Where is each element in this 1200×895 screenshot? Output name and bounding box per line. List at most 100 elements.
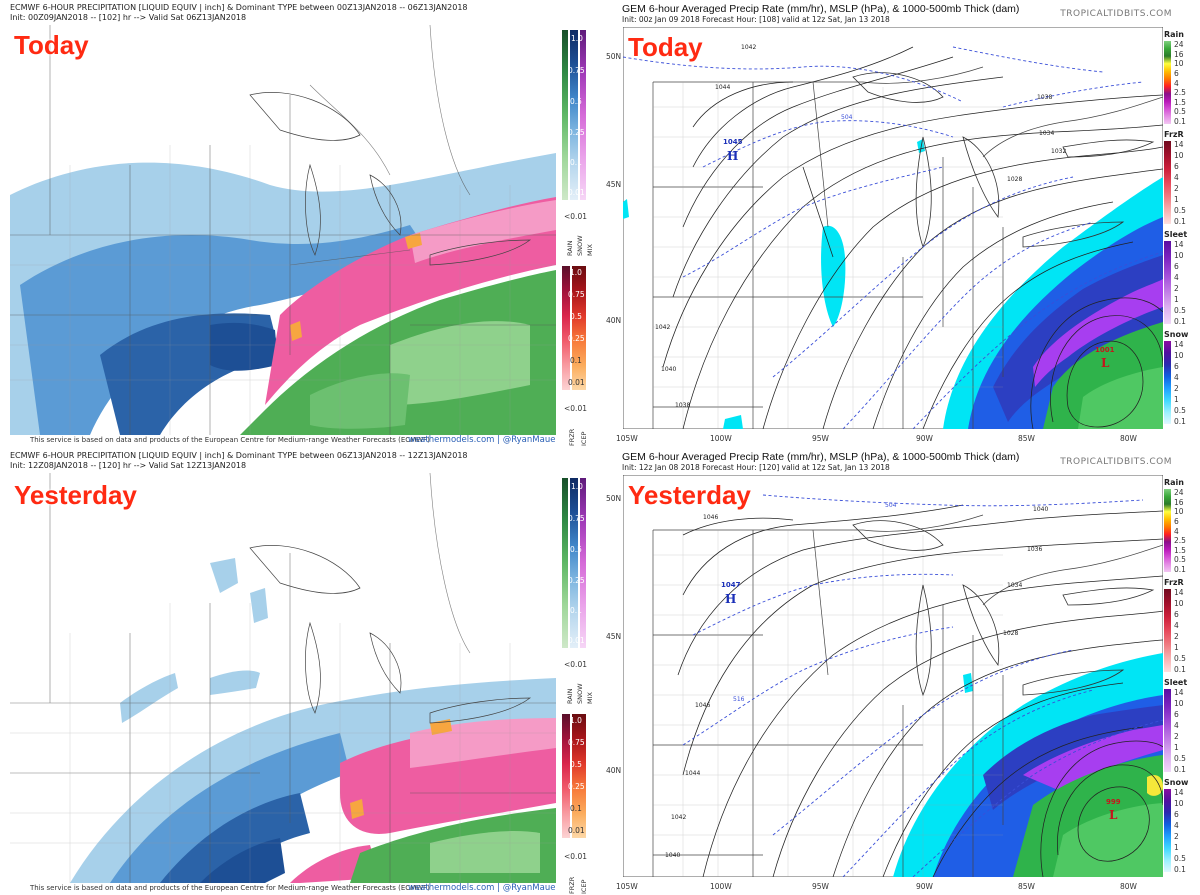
colorbar-tick: 2 [1174,184,1179,193]
gem-title: GEM 6-hour Averaged Precip Rate (mm/hr),… [622,3,1020,15]
isobar-label: 1036 [1027,546,1042,553]
lon-label: 95W [812,882,829,891]
ecmwf-ice-tick: 0.5 [570,312,582,321]
ecmwf-type-snow: SNOW [576,683,584,704]
ecmwf-tick: 0.25 [568,128,585,137]
colorbar-tick: 0.5 [1174,854,1186,863]
ecmwf-header-title: ECMWF 6-HOUR PRECIPITATION [LIQUID EQUIV… [10,3,468,12]
colorbar-tick: 6 [1174,68,1179,78]
ecmwf-type-rain: RAIN [566,240,574,256]
thickness-label: 504 [885,502,897,509]
isobar-label: 1032 [1051,148,1066,155]
colorbar-tick: 2.5 [1174,88,1186,98]
low-pressure-marker: L [1109,808,1118,822]
colorbar-tick: 1.5 [1174,97,1186,107]
ecmwf-precip-map [10,25,556,435]
colorbar-tick: 1 [1174,643,1179,652]
ecmwf-frzr-ramp [562,266,570,390]
colorbar-tick: 1.5 [1174,545,1186,555]
colorbar-ramp-snow [1164,341,1171,424]
ecmwf-type-frzr: FRZR [568,428,576,446]
isobar-label: 1034 [1007,582,1022,589]
low-pressure-marker: L [1101,356,1110,370]
gem-title: GEM 6-hour Averaged Precip Rate (mm/hr),… [622,451,1020,463]
low-pressure-value: 1001 [1095,346,1115,354]
lon-label: 80W [1120,882,1137,891]
ecmwf-type-icep: ICEP [580,879,588,894]
ecmwf-mix-ramp [580,478,586,648]
colorbar-tick: 6 [1174,710,1179,719]
isobar-label: 1040 [665,852,680,859]
colorbar-group-title: Snow [1164,778,1189,787]
lon-label: 95W [812,434,829,443]
colorbar-tick: 2 [1174,384,1179,393]
ecmwf-tick: 0.75 [568,514,585,523]
ecmwf-ice-tick: 0.01 [568,826,585,835]
ecmwf-type-snow: SNOW [576,235,584,256]
colorbar-tick: 6 [1174,610,1179,619]
colorbar-ramp-rain [1164,489,1171,572]
ecmwf-tick: 0.75 [568,66,585,75]
isobar-label: 1040 [661,366,676,373]
colorbar-tick: 10 [1174,799,1184,808]
ecmwf-icep-ramp [572,714,586,838]
gem-precip-map: 1046 1040 1036 1034 1028 1046 1044 1042 … [623,475,1163,877]
ecmwf-footer-brand[interactable]: weathermodels.com | @RyanMaue [408,435,556,445]
colorbar-tick: 6 [1174,362,1179,371]
gem-brand: TROPICALTIDBITS.COM [1060,9,1172,19]
colorbar-tick: 1 [1174,843,1179,852]
gem-yesterday-panel: GEM 6-hour Averaged Precip Rate (mm/hr),… [600,448,1200,895]
ecmwf-tick: 1.0 [571,34,583,43]
colorbar-tick: 0.1 [1174,765,1186,774]
ecmwf-lt-label: <0.01 [564,660,587,669]
lat-label: 45N [606,180,622,189]
ecmwf-lt-label: <0.01 [564,212,587,221]
ecmwf-type-rain: RAIN [566,688,574,704]
colorbar-tick: 2 [1174,732,1179,741]
colorbar-ramp-rain [1164,41,1171,124]
ecmwf-mix-ramp [580,30,586,200]
isobar-label: 1042 [655,324,670,331]
colorbar-tick: 2 [1174,284,1179,293]
colorbar-group-title: Sleet [1164,230,1188,239]
ecmwf-ice-tick: 0.75 [568,738,585,747]
ecmwf-ice-tick: 1.0 [570,268,582,277]
colorbar-group-title: FrzR [1164,130,1184,139]
ecmwf-footer-brand[interactable]: weathermodels.com | @RyanMaue [408,883,556,893]
ecmwf-colorbar: 1.0 0.75 0.5 0.25 0.1 0.01 <0.01 RAIN SN… [560,478,600,894]
colorbar-ramp-frzr [1164,589,1171,672]
isobar-label: 1038 [675,402,690,409]
colorbar-ramp-frzr [1164,141,1171,224]
colorbar-tick: 4 [1174,173,1179,182]
ecmwf-tick: 0.1 [570,606,582,615]
colorbar-tick: 24 [1174,40,1184,49]
lat-label: 50N [606,494,622,503]
colorbar-tick: 0.1 [1174,317,1186,326]
ecmwf-ice-tick: 0.1 [570,356,582,365]
colorbar-tick: 10 [1174,251,1184,260]
today-label: Today [14,30,89,60]
colorbar-group-title: Sleet [1164,678,1188,687]
isobar-label: 1046 [695,702,710,709]
colorbar-ramp-snow [1164,789,1171,872]
colorbar-tick: 0.5 [1174,406,1186,415]
colorbar-tick: 2 [1174,832,1179,841]
gem-brand: TROPICALTIDBITS.COM [1060,457,1172,467]
colorbar-tick: 0.5 [1174,306,1186,315]
colorbar-tick: 4 [1174,621,1179,630]
colorbar-tick: 16 [1174,49,1184,59]
colorbar-tick: 14 [1174,588,1184,597]
colorbar-group-title: Rain [1164,30,1184,39]
ecmwf-tick: 1.0 [571,482,583,491]
ecmwf-tick: 0.25 [568,576,585,585]
isobar-label: 1044 [715,84,730,91]
isobar-label: 1038 [1037,94,1052,101]
ecmwf-tick: 0.1 [570,158,582,167]
colorbar-tick: 10 [1174,699,1184,708]
colorbar-tick: 6 [1174,162,1179,171]
ecmwf-yesterday-panel: ECMWF 6-HOUR PRECIPITATION [LIQUID EQUIV… [0,448,600,895]
lat-label: 45N [606,632,622,641]
high-pressure-marker: H [727,149,738,163]
colorbar-tick: 0.5 [1174,555,1186,565]
lat-label: 50N [606,52,622,61]
